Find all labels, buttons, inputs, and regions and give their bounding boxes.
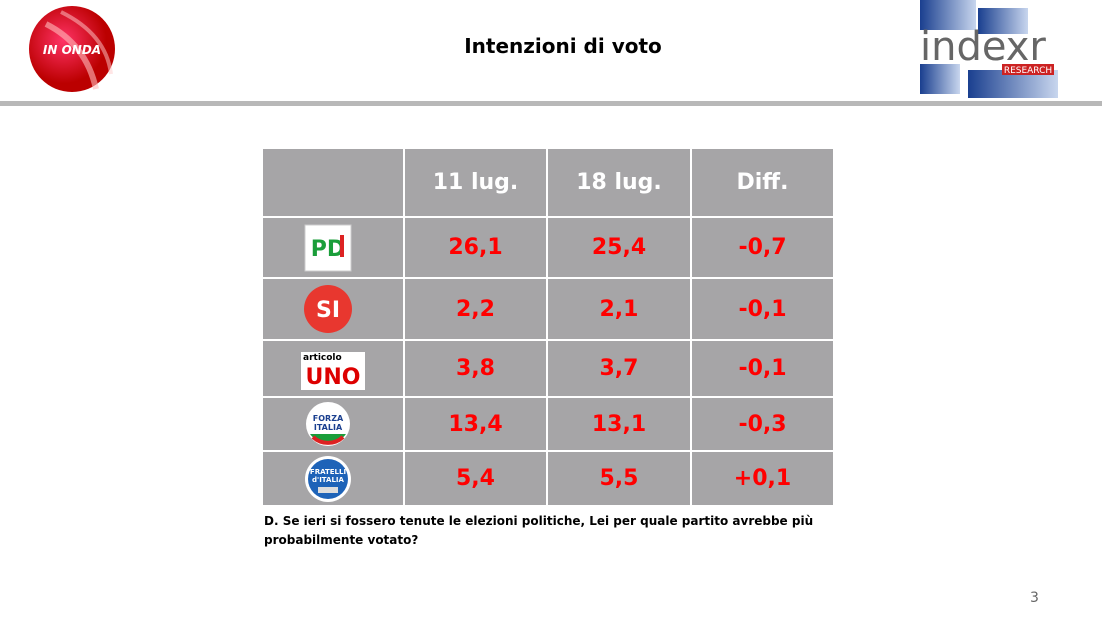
header-cell: 18 lug. xyxy=(546,147,692,218)
logo-text: ITALIA xyxy=(314,423,343,432)
logo-text: articolo xyxy=(303,353,342,363)
party-logo-cell: PD xyxy=(261,216,405,279)
logo-text: SI xyxy=(316,298,340,323)
logo-text: indexr xyxy=(920,24,1046,70)
value-cell: 3,8 xyxy=(403,339,548,398)
footnote: D. Se ieri si fossero tenute le elezioni… xyxy=(264,514,814,528)
logo-text: PD xyxy=(311,237,345,262)
party-logo-cell: FORZA ITALIA xyxy=(261,396,405,452)
header-cell: 11 lug. xyxy=(403,147,548,218)
table: 11 lug. 18 lug. Diff. PD 26,1 25,4 -0,7 SI 2,… xyxy=(261,147,835,507)
table-row: PD 26,1 25,4 -0,7 xyxy=(261,216,835,279)
logo-text: UNO xyxy=(306,365,361,390)
party-logo: PD xyxy=(304,224,352,271)
value-cell: 2,1 xyxy=(546,277,692,341)
page-number: 3 xyxy=(1030,590,1039,606)
value-cell: +0,1 xyxy=(690,450,835,507)
title: Intenzioni di voto xyxy=(464,34,662,58)
logo-text: d'ITALIA xyxy=(312,476,344,484)
logo-sub: RESEARCH xyxy=(1004,66,1052,76)
party-logo-cell: SI xyxy=(261,277,405,341)
value-cell: 5,4 xyxy=(403,450,548,507)
party-logo-cell: FRATELLI d'ITALIA xyxy=(261,450,405,507)
header-cell: Diff. xyxy=(690,147,835,218)
value-cell: -0,1 xyxy=(690,339,835,398)
header-cell xyxy=(261,147,405,218)
value-cell: 13,4 xyxy=(403,396,548,452)
party-logo: articolo UNO xyxy=(301,351,365,390)
value-cell: 2,2 xyxy=(403,277,548,341)
table-row: FORZA ITALIA 13,4 13,1 -0,3 xyxy=(261,396,835,452)
value-cell: 5,5 xyxy=(546,450,692,507)
right-logo: indexr RESEARCH xyxy=(920,0,1058,98)
header-rule xyxy=(0,101,1102,106)
value-cell: 3,7 xyxy=(546,339,692,398)
value-cell: 26,1 xyxy=(403,216,548,279)
value-cell: -0,3 xyxy=(690,396,835,452)
party-logo-cell: articolo UNO xyxy=(261,339,405,398)
value-cell: 13,1 xyxy=(546,396,692,452)
left-logo: IN ONDA xyxy=(29,6,115,92)
footnote: probabilmente votato? xyxy=(264,533,419,547)
table-row: FRATELLI d'ITALIA 5,4 5,5 +0,1 xyxy=(261,450,835,507)
table-row: SI 2,2 2,1 -0,1 xyxy=(261,277,835,341)
table-row: articolo UNO 3,8 3,7 -0,1 xyxy=(261,339,835,398)
logo-text: FORZA xyxy=(313,414,344,423)
party-logo: SI xyxy=(304,285,352,333)
value-cell: 25,4 xyxy=(546,216,692,279)
logo-text: FRATELLI xyxy=(310,468,346,476)
logo-text: IN ONDA xyxy=(43,43,101,57)
value-cell: -0,7 xyxy=(690,216,835,279)
value-cell: -0,1 xyxy=(690,277,835,341)
